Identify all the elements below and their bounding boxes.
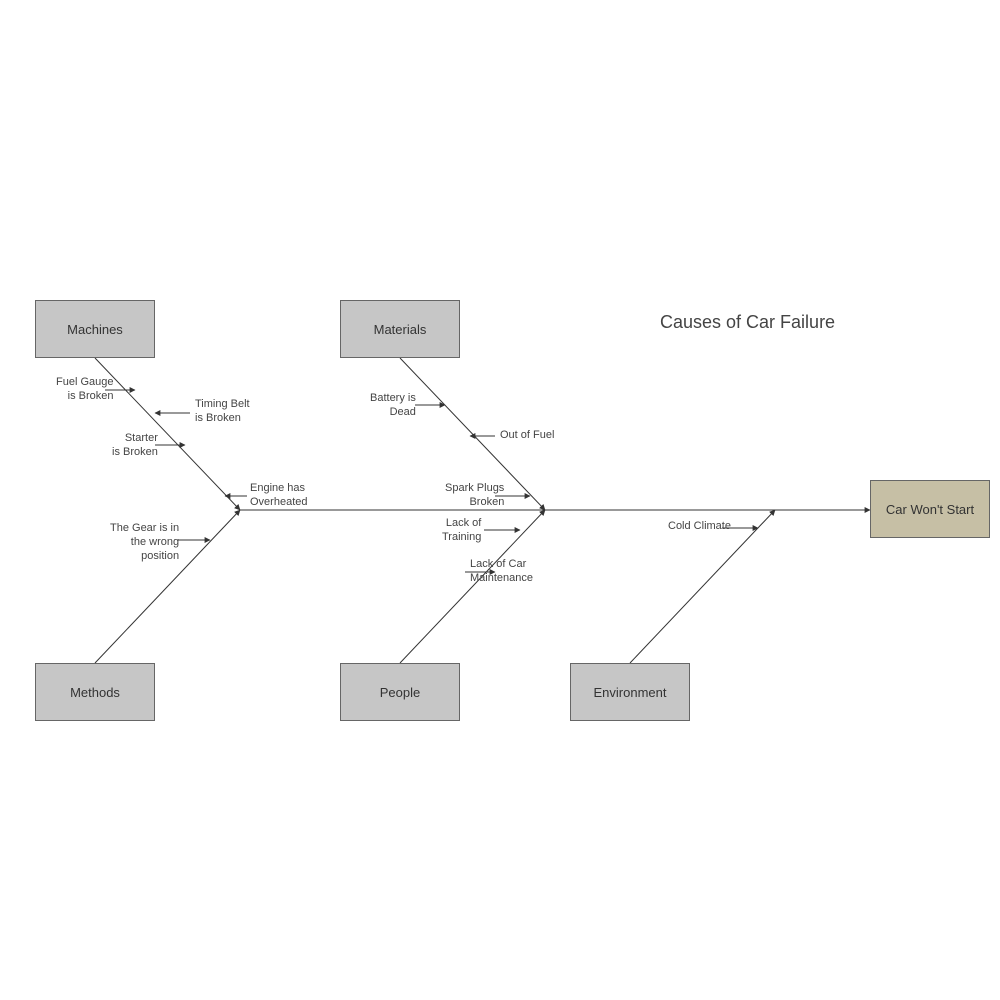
cause-label: Fuel Gauge is Broken bbox=[56, 376, 113, 404]
cause-label: Lack of Car Maintenance bbox=[470, 558, 533, 586]
category-label: People bbox=[380, 685, 420, 700]
cause-label: Out of Fuel bbox=[500, 429, 554, 443]
effect-box: Car Won't Start bbox=[870, 480, 990, 538]
category-methods: Methods bbox=[35, 663, 155, 721]
cause-label: Battery is Dead bbox=[370, 392, 416, 420]
cause-label: Cold Climate bbox=[668, 520, 731, 534]
effect-label: Car Won't Start bbox=[886, 502, 974, 517]
cause-label: Starter is Broken bbox=[112, 432, 158, 460]
cause-label: Engine has Overheated bbox=[250, 482, 307, 510]
category-people: People bbox=[340, 663, 460, 721]
category-environment: Environment bbox=[570, 663, 690, 721]
cause-label: Spark Plugs Broken bbox=[445, 482, 504, 510]
category-machines: Machines bbox=[35, 300, 155, 358]
diagram-title: Causes of Car Failure bbox=[660, 312, 835, 333]
category-label: Materials bbox=[374, 322, 427, 337]
cause-label: Timing Belt is Broken bbox=[195, 398, 250, 426]
category-label: Machines bbox=[67, 322, 123, 337]
cause-label: Lack of Training bbox=[442, 517, 481, 545]
category-label: Environment bbox=[594, 685, 667, 700]
category-label: Methods bbox=[70, 685, 120, 700]
cause-label: The Gear is in the wrong position bbox=[110, 522, 179, 563]
category-materials: Materials bbox=[340, 300, 460, 358]
